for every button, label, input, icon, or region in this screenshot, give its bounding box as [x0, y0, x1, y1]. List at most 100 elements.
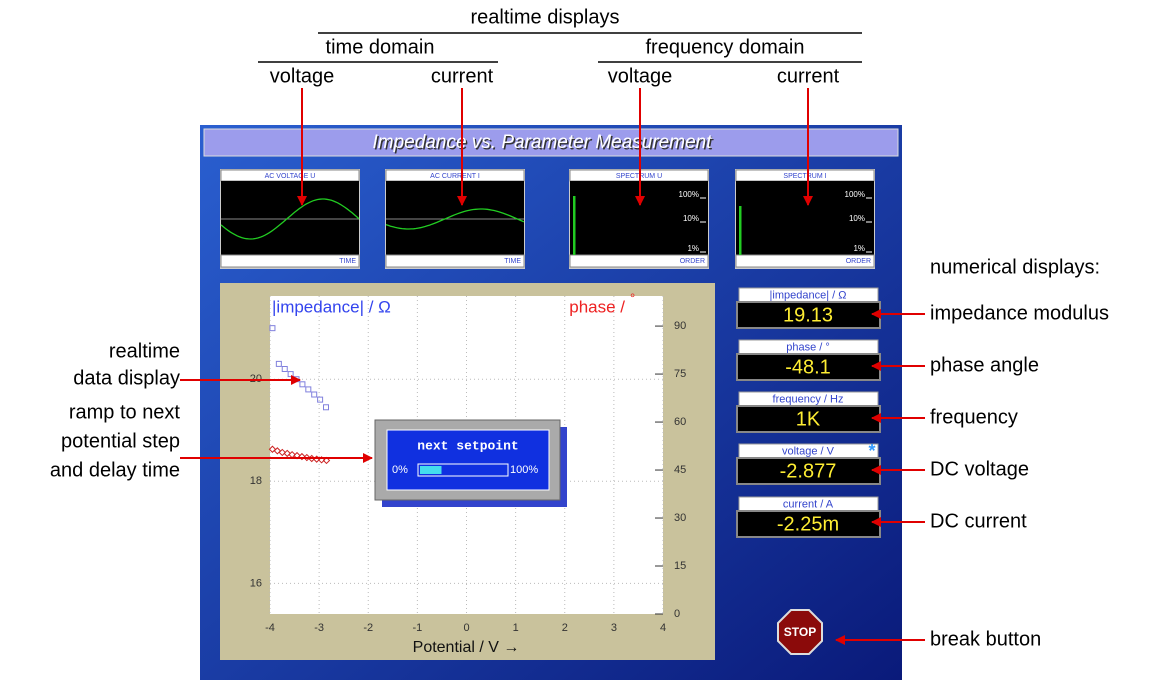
- x-tick-label: -2: [363, 622, 373, 634]
- readout-value: -2.25m: [777, 513, 839, 535]
- data-point: [305, 386, 312, 393]
- stop-button[interactable]: [777, 609, 823, 655]
- readout-value-box: [736, 353, 881, 381]
- mini-title: AC VOLTAGE U: [265, 173, 316, 180]
- x-tick-label: -4: [265, 622, 275, 634]
- annotation: break button: [930, 628, 1041, 650]
- data-point: [269, 325, 276, 332]
- readout-label: frequency / Hz: [773, 393, 844, 405]
- x-tick-label: -1: [412, 622, 422, 634]
- readout-value: 1K: [796, 408, 821, 430]
- y2-tick-label: 60: [674, 416, 686, 428]
- readout-label: voltage / V: [782, 445, 835, 457]
- title-shadow: Impedance vs. Parameter Measurement: [374, 134, 714, 155]
- x-tick-label: 2: [562, 622, 568, 634]
- x-tick-label: 4: [660, 622, 666, 634]
- x-axis-label: Potential / V →: [413, 639, 520, 656]
- annotation: voltage: [608, 65, 673, 87]
- readout-value: -48.1: [785, 356, 831, 378]
- data-point: [281, 365, 288, 372]
- title-bar: [203, 128, 899, 157]
- readout-value: 19.13: [783, 304, 833, 326]
- annotation: phase angle: [930, 354, 1039, 376]
- data-point: [283, 449, 291, 458]
- x-tick-label: 3: [611, 622, 617, 634]
- annotation: and delay time: [50, 459, 180, 481]
- data-point: [322, 456, 331, 465]
- stop-label[interactable]: STOP: [784, 625, 816, 639]
- readout-label: |impedance| / Ω: [770, 289, 847, 301]
- y2-tick-label: 15: [674, 560, 686, 572]
- annotation: impedance modulus: [930, 302, 1109, 324]
- readout-value-box: [736, 510, 881, 538]
- mini-footer-label: ORDER: [680, 258, 705, 265]
- mini-tick-label: 10%: [849, 214, 865, 223]
- annotation: current: [777, 65, 840, 87]
- annotation: DC voltage: [930, 458, 1029, 480]
- y2-axis-label: phase /: [569, 297, 625, 316]
- annotation: ramp to next: [69, 401, 181, 423]
- mini-footer-label: ORDER: [846, 258, 871, 265]
- mini-screen: [221, 181, 359, 255]
- mini-screen: [386, 181, 524, 255]
- y2-tick-label: 75: [674, 368, 686, 380]
- y-tick-label: 18: [250, 475, 262, 487]
- data-point: [311, 391, 318, 398]
- progress-fill: [420, 466, 442, 474]
- mini-footer: [735, 254, 875, 268]
- readout-label: current / A: [783, 498, 834, 510]
- mini-screen: [736, 181, 874, 255]
- x-tick-label: 1: [513, 622, 519, 634]
- mini-tick-label: 10%: [683, 214, 699, 223]
- annotation: frequency domain: [646, 36, 805, 58]
- dialog-title: next setpoint: [417, 438, 518, 453]
- annotation: time domain: [326, 36, 435, 58]
- mini-tick-label: 100%: [679, 190, 699, 199]
- dialog-body: [386, 429, 550, 491]
- mini-tick-label: 1%: [853, 244, 865, 253]
- data-point: [273, 447, 282, 455]
- readout-value: -2.877: [780, 460, 837, 482]
- annotation: realtime: [109, 340, 180, 362]
- y2-tick-label: 0: [674, 608, 680, 620]
- arrows: [180, 88, 925, 645]
- data-point: [303, 453, 311, 462]
- y2-tick-label: 90: [674, 320, 686, 332]
- x-tick-label: -3: [314, 622, 324, 634]
- progress-max: 100%: [510, 464, 538, 476]
- mini-wave: [385, 208, 525, 230]
- mini-wave: [220, 198, 360, 240]
- mini-spectrum-bar: [739, 206, 742, 255]
- mini-footer: [569, 254, 709, 268]
- data-point: [323, 404, 330, 411]
- annotation: DC current: [930, 510, 1027, 532]
- mini-title: SPECTRUM I: [783, 173, 826, 180]
- y2-tick-label: 30: [674, 512, 686, 524]
- annotation: current: [431, 65, 494, 87]
- mini-spectrum-bar: [573, 196, 576, 255]
- app-title: Impedance vs. Parameter Measurement: [373, 132, 713, 153]
- data-point: [287, 371, 294, 378]
- mini-footer-label: TIME: [504, 258, 521, 265]
- mini-tick-label: 100%: [845, 190, 865, 199]
- y2-axis-unit: °: [630, 290, 635, 305]
- data-point: [317, 396, 324, 403]
- x-tick-label: 0: [463, 622, 469, 634]
- readout-value-box: [736, 301, 881, 329]
- annotation: data display: [73, 367, 180, 389]
- mini-footer-label: TIME: [339, 258, 356, 265]
- y-tick-label: 16: [250, 577, 262, 589]
- mini-footer: [385, 254, 525, 268]
- data-point: [275, 360, 282, 367]
- readouts: |impedance| / Ω 19.13 phase / ° -48.1 freque…: [736, 287, 881, 538]
- mini-tick-label: 1%: [687, 244, 699, 253]
- readout-value-box: [736, 405, 881, 433]
- annotation: potential step: [61, 430, 180, 452]
- data-point: [278, 448, 286, 457]
- y-axis-label: |impedance| / Ω: [272, 297, 391, 316]
- annotation: voltage: [270, 65, 335, 87]
- annotation: frequency: [930, 406, 1018, 428]
- y2-tick-label: 45: [674, 464, 686, 476]
- progress-min: 0%: [392, 464, 408, 476]
